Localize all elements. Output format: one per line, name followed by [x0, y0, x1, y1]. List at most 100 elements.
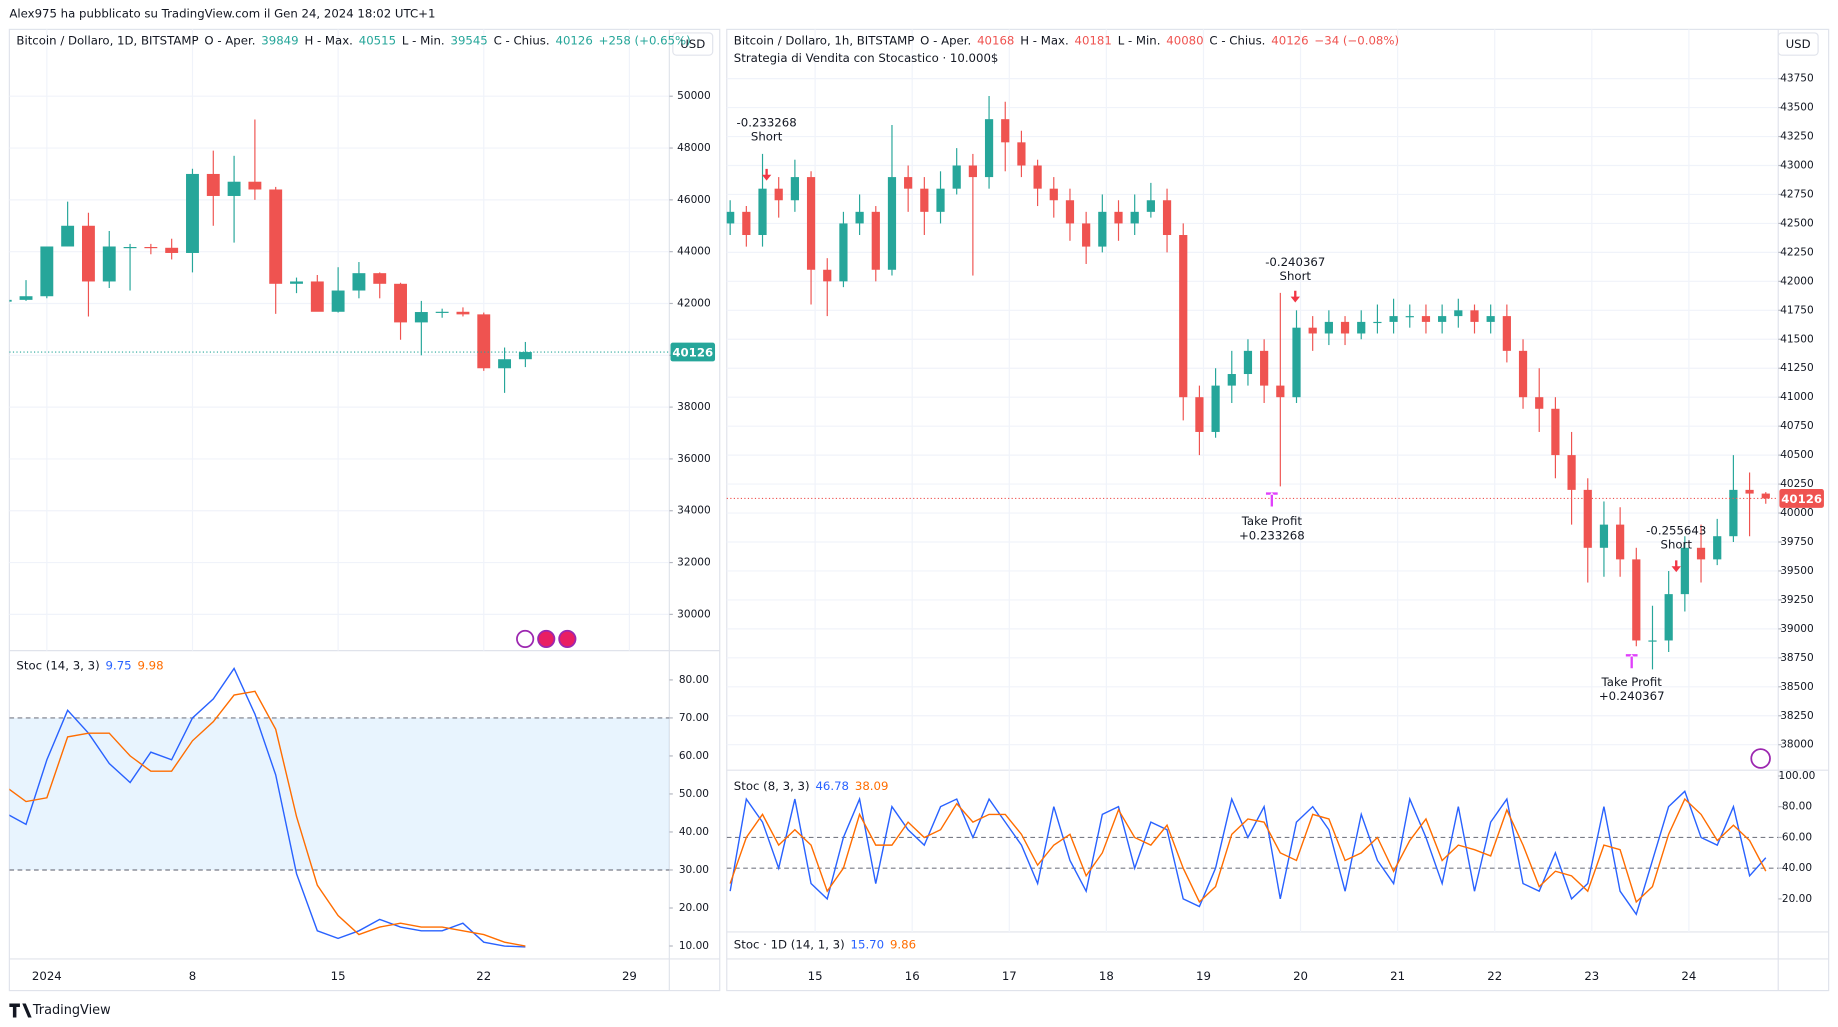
candle-body	[1761, 493, 1770, 499]
candle-body	[1518, 350, 1528, 398]
y-tick-label: 20.00	[1782, 893, 1812, 905]
y-tick-label: 41250	[1780, 362, 1814, 374]
event-icon[interactable]	[537, 629, 556, 649]
y-tick-label: 80.00	[1782, 801, 1812, 813]
candle-body	[1243, 350, 1253, 375]
candle-body	[1583, 489, 1592, 548]
currency[interactable]: USD	[1786, 37, 1811, 51]
candle-body	[477, 314, 491, 369]
y-tick-label: 34000	[677, 505, 711, 517]
candle-body	[1502, 316, 1511, 351]
candle-body	[726, 211, 735, 224]
candle-body	[806, 177, 816, 270]
legend-item: C - Chius.	[1209, 34, 1265, 48]
y-tick-label: 38000	[677, 401, 711, 413]
candle-body	[790, 177, 799, 201]
x-tick-label: 15	[331, 969, 346, 983]
annotation-text: +0.233268	[1239, 528, 1305, 542]
y-tick-label: 44000	[677, 246, 711, 258]
event-icon[interactable]	[1750, 748, 1771, 769]
y-tick-label: 42000	[677, 297, 711, 309]
header: Alex975 ha pubblicato su TradingView.com…	[9, 7, 435, 21]
candle-body	[414, 312, 428, 323]
stoch-line	[9, 667, 526, 948]
candle-body	[435, 311, 449, 313]
candle-body	[1454, 310, 1463, 317]
legend-item: 38.09	[855, 779, 889, 793]
candle-body	[887, 177, 897, 270]
legend-item: Stoc (8, 3, 3)	[734, 779, 810, 793]
candle-body	[1017, 142, 1026, 166]
candle-body	[269, 189, 283, 284]
y-tick-label: 43000	[1780, 160, 1814, 172]
y-tick-label: 41000	[1780, 391, 1814, 403]
y-tick-label: 41750	[1780, 304, 1814, 316]
plot-area	[726, 790, 1779, 916]
candle-body	[920, 188, 929, 212]
candle-body	[1162, 200, 1172, 236]
y-tick-label: 38750	[1780, 652, 1814, 664]
last-price-badge	[1779, 489, 1824, 508]
candle-body	[1373, 321, 1382, 324]
x-tick-label: 21	[1390, 969, 1405, 983]
candle-body	[1114, 211, 1123, 224]
candle-body	[1421, 316, 1431, 322]
legend-item: 9.98	[137, 658, 163, 672]
x-tick-label: 2024	[32, 969, 62, 983]
candle-body	[1211, 385, 1220, 432]
candle-body	[40, 246, 54, 297]
candle-body	[1470, 310, 1479, 322]
event-icon[interactable]	[558, 629, 577, 649]
candle-body	[248, 181, 262, 190]
legend-item: 15.70	[851, 937, 885, 951]
legend-item: 40168	[977, 34, 1014, 48]
y-tick-label: 43250	[1780, 131, 1814, 143]
x-tick-label: 22	[476, 969, 491, 983]
candle-body	[19, 296, 33, 300]
candle-body	[823, 269, 832, 282]
event-icon[interactable]	[516, 629, 535, 649]
candle-body	[1729, 489, 1738, 537]
x-tick-label: 15	[808, 969, 823, 983]
y-tick-label: 42000	[1780, 275, 1814, 287]
candle-body	[1405, 316, 1414, 318]
legend-item: C - Chius.	[494, 34, 550, 48]
subtitle: Strategia di Vendita con Stocastico · 10…	[734, 51, 999, 65]
y-tick-label: 39500	[1780, 565, 1814, 577]
y-tick-label: 48000	[677, 142, 711, 154]
last-price-badge	[670, 342, 716, 362]
candle-body	[1146, 200, 1155, 212]
currency[interactable]: USD	[680, 37, 705, 51]
candle-body	[186, 173, 199, 253]
candle-body	[1632, 559, 1641, 641]
annotation-text: Short	[751, 130, 783, 144]
y-tick-label: 50.00	[679, 788, 709, 800]
candle-body	[839, 223, 848, 282]
footer: TradingView	[32, 1003, 111, 1018]
y-tick-label: 39250	[1780, 594, 1814, 606]
candle-body	[61, 225, 75, 247]
y-tick-label: 100.00	[1779, 770, 1816, 782]
x-tick-label: 23	[1584, 969, 1599, 983]
candle-body	[936, 188, 945, 212]
currency-box[interactable]	[672, 32, 714, 56]
y-tick-label: 42750	[1780, 188, 1814, 200]
legend-item: L - Min.	[1118, 34, 1161, 48]
x-tick-label: 20	[1293, 969, 1308, 983]
y-tick-label: 40.00	[679, 826, 709, 838]
y-tick-label: 30.00	[679, 864, 709, 876]
candle-body	[1680, 547, 1689, 595]
candle-body	[904, 177, 913, 189]
candle-body	[394, 283, 407, 323]
y-tick-label: 32000	[677, 557, 711, 569]
right-frame	[726, 28, 1830, 992]
candle-body	[373, 273, 387, 284]
y-tick-label: 10.00	[679, 940, 709, 952]
y-tick-label: 30000	[677, 608, 711, 620]
currency-box[interactable]	[1777, 32, 1819, 56]
logo	[9, 1003, 32, 1018]
legend-item: 40126	[1271, 34, 1308, 48]
annotation-text: -0.233268	[737, 116, 797, 130]
